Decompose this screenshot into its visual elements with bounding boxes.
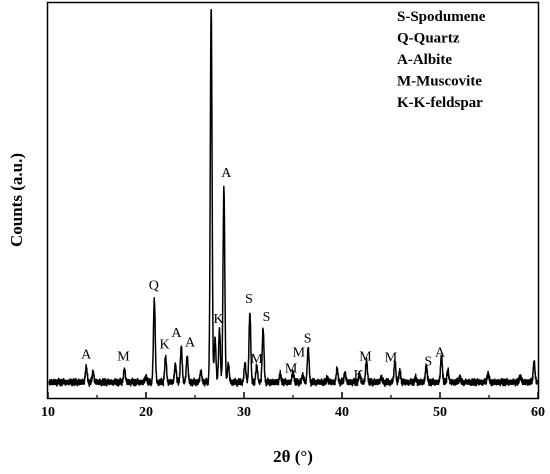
legend: S-Spodumene Q-Quartz A-Albite M-Muscovite K-… [397,9,486,111]
peak-label-18: S [424,355,432,370]
peak-label-8: A [221,166,232,181]
x-tick-label-60: 60 [531,405,545,420]
peak-label-11: S [263,310,271,325]
peak-label-2: Q [149,278,159,293]
plot-area-border [46,1,540,400]
peak-label-17: M [385,351,398,366]
peak-label-14: S [304,332,312,347]
peak-label-4: A [171,326,182,341]
peak-annotations: AMQKAAQKASMSMMSKMMSA [81,0,446,383]
legend-entry-1: Q-Quartz [397,31,460,47]
peak-label-12: M [285,361,298,376]
x-tick-label-50: 50 [433,405,447,420]
x-tick-label-10: 10 [41,405,55,420]
peak-label-16: M [359,349,372,364]
y-axis-title: Counts (a.u.) [7,153,26,247]
peak-label-13: M [293,346,306,361]
peak-label-0: A [81,348,92,363]
peak-label-3: K [160,338,170,353]
legend-entry-4: K-K-feldspar [397,95,483,111]
x-axis-ticks: 10 20 30 40 50 60 [41,392,545,420]
legend-entry-0: S-Spodumene [397,9,486,25]
plot-frame [46,1,540,400]
legend-entry-3: M-Muscovite [397,74,482,90]
peak-label-1: M [117,349,130,364]
x-axis-title: 2θ (°) [273,447,313,466]
xrd-pattern-line [48,8,539,388]
x-tick-label-30: 30 [237,405,251,420]
peak-label-7: K [213,312,223,327]
x-tick-label-20: 20 [139,405,153,420]
peak-label-10: M [251,352,264,367]
peak-label-9: S [245,292,253,307]
x-tick-label-40: 40 [335,405,349,420]
legend-entry-2: A-Albite [397,52,452,68]
peak-label-19: A [435,346,446,361]
peak-label-15: K [354,368,364,383]
peak-label-5: A [185,336,196,351]
peak-label-6: Q [206,0,216,1]
